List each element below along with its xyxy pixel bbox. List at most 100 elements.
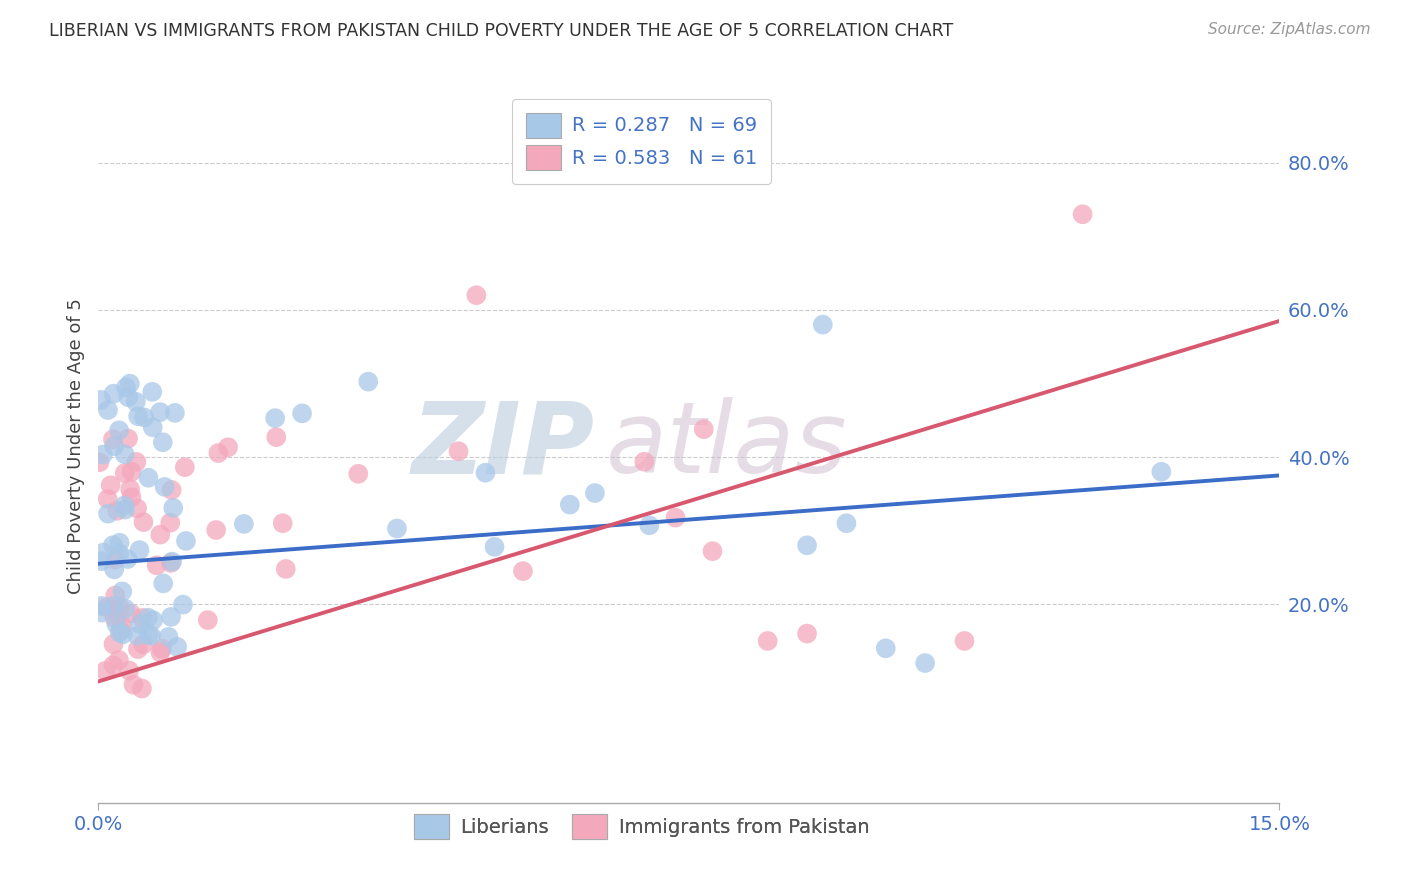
Point [138,471,160,485]
Point [125,394,148,409]
Point [91,448,114,462]
Point [142,613,165,627]
Point [835,516,858,531]
Point [796,538,818,552]
Point [274,562,297,576]
Point [118,376,141,391]
Point [120,482,142,496]
Point [207,446,229,460]
Point [150,641,173,656]
Point [114,601,136,615]
Point [117,432,139,446]
Point [103,611,125,625]
Point [104,589,127,603]
Point [107,607,129,621]
Point [264,411,287,425]
Point [125,455,148,469]
Point [153,480,176,494]
Point [111,618,134,632]
Point [474,466,496,480]
Point [232,516,254,531]
Point [108,625,131,640]
Point [90,599,112,613]
Point [96,600,118,615]
Point [101,538,124,552]
Point [132,515,155,529]
Point [385,521,408,535]
Point [166,640,188,654]
Point [914,656,936,670]
Point [118,664,141,678]
Point [512,564,534,578]
Point [953,634,976,648]
Point [291,406,314,420]
Point [152,576,174,591]
Point [149,405,172,419]
Point [103,599,125,613]
Point [664,510,686,524]
Point [111,627,134,641]
Point [447,444,470,458]
Point [103,637,125,651]
Point [136,610,159,624]
Point [583,486,606,500]
Point [160,610,183,624]
Point [121,490,143,504]
Point [101,601,124,615]
Point [160,483,183,497]
Point [132,637,155,651]
Point [163,406,186,420]
Text: LIBERIAN VS IMMIGRANTS FROM PAKISTAN CHILD POVERTY UNDER THE AGE OF 5 CORRELATIO: LIBERIAN VS IMMIGRANTS FROM PAKISTAN CHI… [49,22,953,40]
Point [465,288,488,302]
Point [91,545,114,559]
Point [127,501,149,516]
Point [702,544,724,558]
Point [128,617,150,632]
Point [693,422,716,436]
Point [174,533,197,548]
Point [97,403,120,417]
Point [162,500,184,515]
Point [142,420,165,434]
Point [121,465,143,479]
Legend: Liberians, Immigrants from Pakistan: Liberians, Immigrants from Pakistan [406,806,877,847]
Point [197,613,219,627]
Point [1150,465,1173,479]
Point [108,546,131,560]
Point [149,527,172,541]
Point [357,375,380,389]
Point [141,384,163,399]
Point [117,390,139,404]
Point [108,653,131,667]
Point [149,645,172,659]
Point [97,507,120,521]
Point [105,616,128,631]
Point [94,664,117,678]
Point [117,552,139,566]
Point [811,318,834,332]
Point [638,518,661,533]
Point [120,607,142,621]
Point [90,392,112,407]
Point [558,498,581,512]
Point [127,409,149,424]
Point [633,455,655,469]
Point [111,584,134,599]
Point [105,504,128,518]
Point [1071,207,1094,221]
Point [122,678,145,692]
Point [108,535,131,549]
Text: Source: ZipAtlas.com: Source: ZipAtlas.com [1208,22,1371,37]
Point [796,626,818,640]
Point [114,466,136,480]
Point [110,624,132,638]
Point [103,386,125,401]
Point [205,523,228,537]
Point [103,562,125,576]
Point [101,432,124,446]
Point [127,629,149,643]
Point [160,555,183,569]
Point [112,499,135,513]
Point [97,491,120,506]
Point [160,556,183,570]
